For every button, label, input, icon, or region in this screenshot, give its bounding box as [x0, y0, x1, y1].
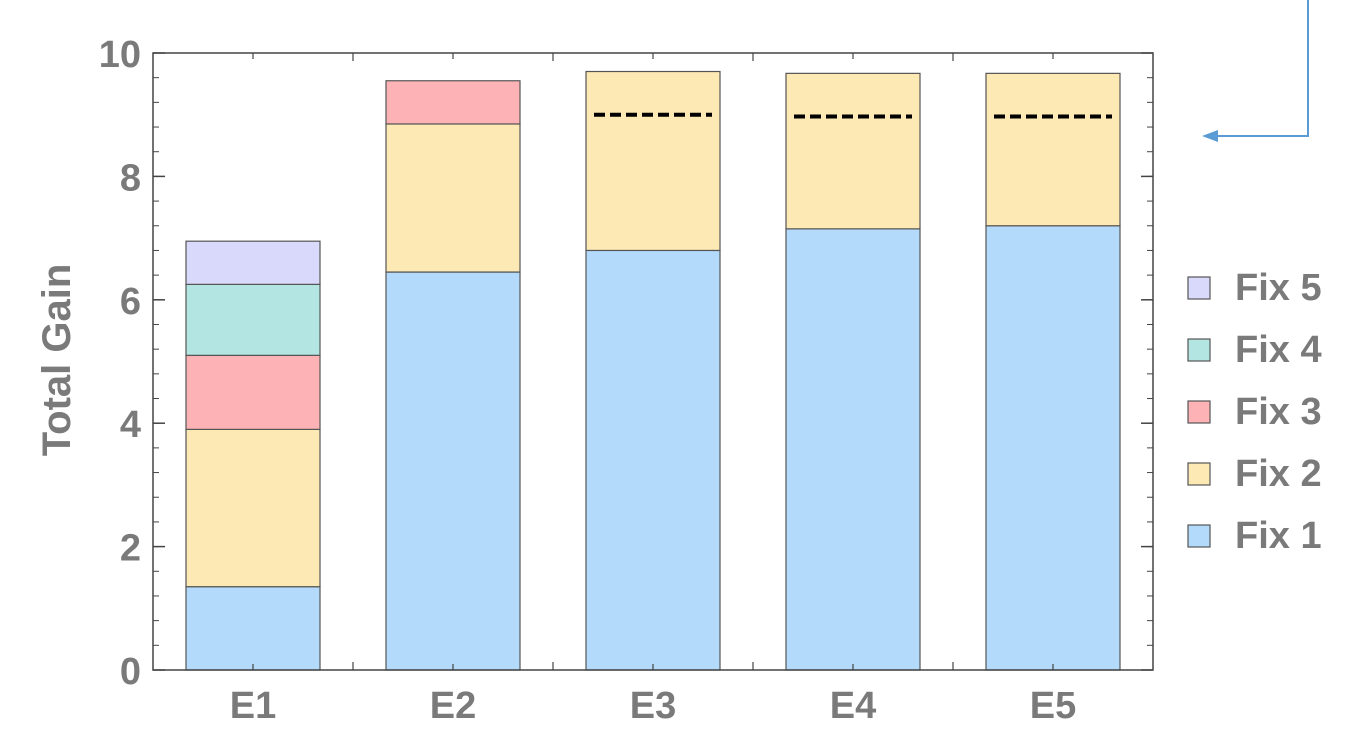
bar-e4-fix-1: [785, 228, 921, 671]
bar-e2-fix-2: [385, 123, 521, 273]
bar-e1-fix-2: [185, 428, 321, 588]
bar-e2-fix-1: [385, 271, 521, 671]
bars-layer: [185, 70, 1121, 671]
bar-e3-fix-1: [585, 249, 721, 671]
legend-label-fix-4: Fix 4: [1235, 329, 1322, 371]
legend-label-fix-1: Fix 1: [1235, 515, 1322, 557]
y-tick-label: 8: [120, 157, 141, 199]
y-tick-label: 0: [120, 651, 141, 693]
x-tick-label-e3: E3: [630, 685, 676, 727]
y-tick-label: 10: [99, 34, 141, 76]
x-tick-label-e5: E5: [1030, 685, 1076, 727]
bar-e1-fix-3: [185, 354, 321, 430]
y-tick-label: 4: [120, 404, 141, 446]
x-tick-label-e4: E4: [830, 685, 876, 727]
y-tick-label: 6: [120, 281, 141, 323]
bar-e1-fix-4: [185, 283, 321, 356]
y-tick-label: 2: [120, 528, 141, 570]
legend-label-fix-5: Fix 5: [1235, 267, 1322, 309]
bar-e3-fix-2: [585, 70, 721, 252]
annotation-arrow: [1202, 0, 1309, 142]
x-tick-label-e1: E1: [230, 685, 276, 727]
legend-swatch-fix-1: [1187, 524, 1211, 548]
legend: Fix 5 Fix 4 Fix 3 Fix 2 Fix 1: [1187, 267, 1322, 557]
legend-swatch-fix-4: [1187, 338, 1211, 362]
bar-e1-fix-1: [185, 586, 321, 671]
bar-e1-fix-5: [185, 240, 321, 285]
legend-label-fix-2: Fix 2: [1235, 453, 1322, 495]
axes-layer: 0 2 4 6 8 10 E1 E2 E3 E4 E5: [99, 34, 1154, 727]
legend-swatch-fix-2: [1187, 462, 1211, 486]
bar-e5-fix-2: [985, 72, 1121, 227]
bar-e5-fix-1: [985, 225, 1121, 671]
bar-e2-fix-3: [385, 80, 521, 125]
legend-label-fix-3: Fix 3: [1235, 391, 1322, 433]
y-axis-title: Total Gain: [35, 264, 79, 457]
legend-swatch-fix-3: [1187, 400, 1211, 424]
reference-lines-layer: [594, 112, 1112, 119]
annotation-arrow-line: [1216, 0, 1309, 137]
bar-e4-fix-2: [785, 72, 921, 230]
annotation-arrow-head: [1202, 130, 1218, 142]
legend-swatch-fix-5: [1187, 276, 1211, 300]
x-tick-label-e2: E2: [430, 685, 476, 727]
